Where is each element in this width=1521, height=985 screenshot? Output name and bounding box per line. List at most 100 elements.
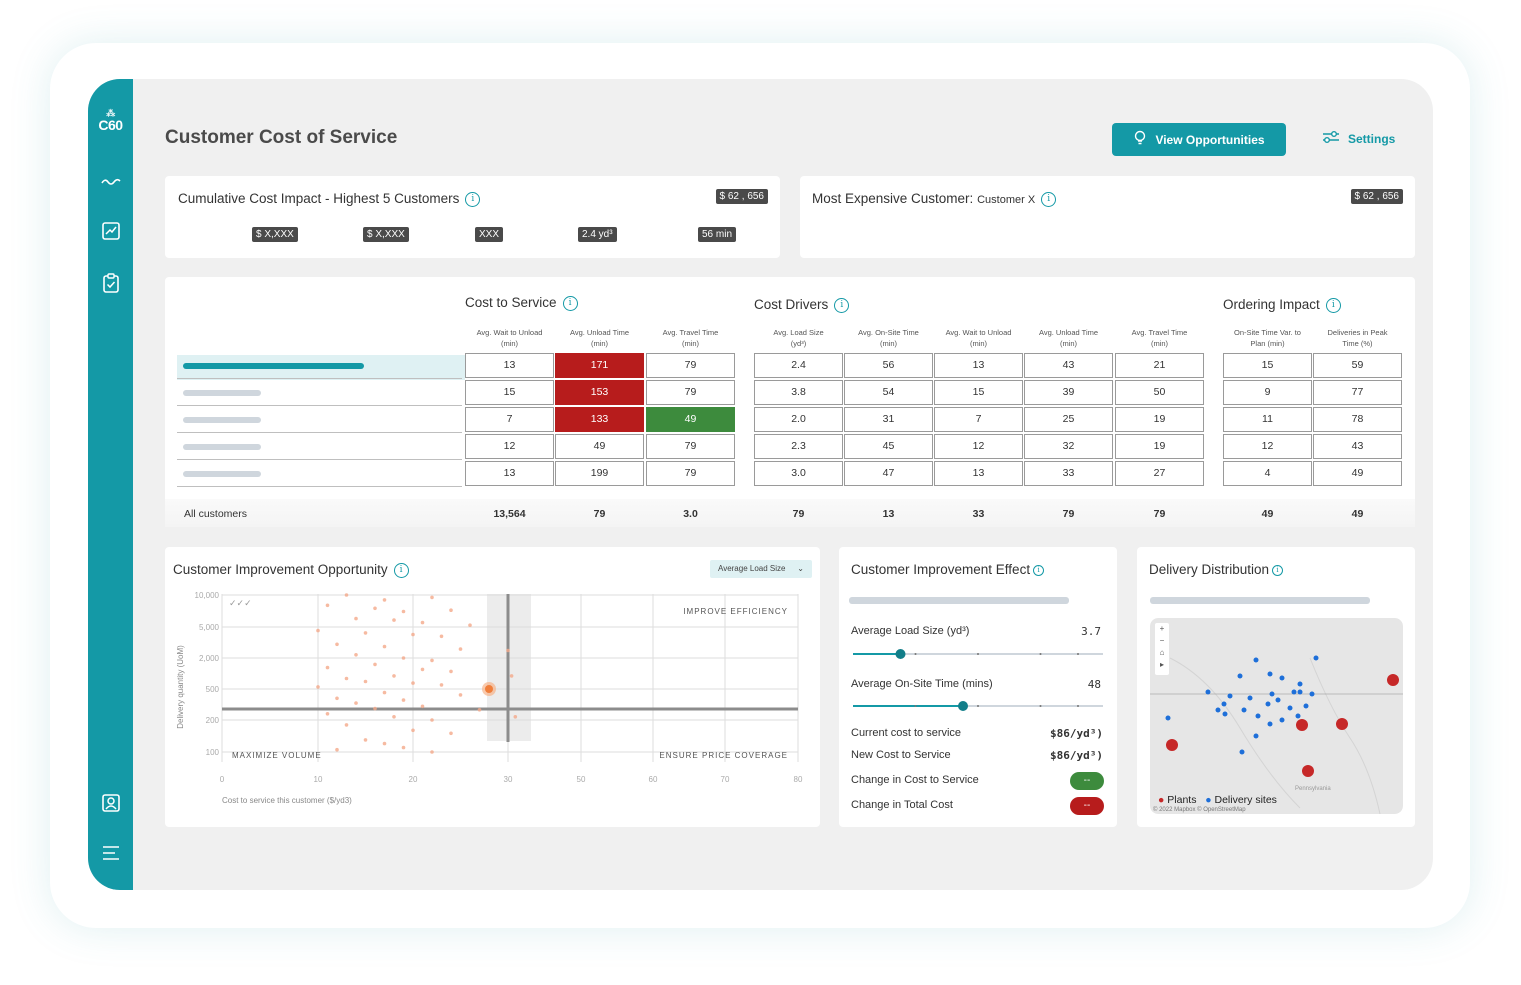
scatter-point bbox=[439, 634, 444, 639]
customer-name-placeholder[interactable] bbox=[183, 471, 261, 477]
view-opportunities-button[interactable]: View Opportunities bbox=[1112, 123, 1286, 156]
table-cell[interactable]: 3.8 bbox=[754, 380, 843, 405]
table-cell[interactable]: 9 bbox=[1223, 380, 1312, 405]
table-cell[interactable]: 47 bbox=[844, 461, 933, 486]
table-cell[interactable]: 12 bbox=[934, 434, 1023, 459]
column-header-line: (yd³) bbox=[790, 339, 807, 348]
table-cell[interactable]: 43 bbox=[1024, 353, 1113, 378]
customer-name-placeholder[interactable] bbox=[183, 363, 364, 369]
settings-button[interactable]: Settings bbox=[1322, 130, 1395, 147]
home-icon[interactable]: ⌂ bbox=[1159, 648, 1165, 657]
slider-thumb[interactable] bbox=[895, 649, 906, 659]
delivery-map[interactable]: Pennsylvania bbox=[1150, 618, 1403, 814]
trend-wave-icon[interactable] bbox=[100, 171, 122, 193]
scatter-point bbox=[430, 750, 434, 754]
table-cell[interactable]: 45 bbox=[844, 434, 933, 459]
slider-tick[interactable] bbox=[1077, 705, 1079, 707]
table-cell[interactable]: 56 bbox=[844, 353, 933, 378]
table-cell[interactable]: 12 bbox=[1223, 434, 1312, 459]
table-cell[interactable]: 19 bbox=[1115, 407, 1204, 432]
info-icon[interactable]: i bbox=[393, 562, 409, 578]
info-icon[interactable]: i bbox=[1033, 564, 1045, 576]
zoom-in-icon[interactable]: + bbox=[1159, 624, 1165, 633]
slider-tick[interactable] bbox=[1039, 705, 1042, 707]
table-cell[interactable]: 2.0 bbox=[754, 407, 843, 432]
info-icon[interactable]: i bbox=[1325, 297, 1341, 313]
chart-icon[interactable] bbox=[100, 220, 122, 242]
cost-to-service-header: Cost to Service i bbox=[465, 295, 578, 311]
table-cell[interactable]: 49 bbox=[1313, 461, 1402, 486]
info-icon[interactable]: i bbox=[562, 295, 578, 311]
table-cell[interactable]: 3.0 bbox=[754, 461, 843, 486]
table-cell[interactable]: 79 bbox=[646, 353, 735, 378]
table-cell[interactable]: 49 bbox=[646, 407, 735, 432]
slider-tick[interactable] bbox=[977, 705, 979, 707]
scatter-point bbox=[325, 603, 330, 608]
table-cell[interactable]: 21 bbox=[1115, 353, 1204, 378]
table-cell[interactable]: 13 bbox=[465, 461, 554, 486]
table-cell[interactable]: 49 bbox=[555, 434, 644, 459]
table-cell[interactable]: 13 bbox=[465, 353, 554, 378]
table-cell[interactable]: 39 bbox=[1024, 380, 1113, 405]
table-cell[interactable]: 15 bbox=[465, 380, 554, 405]
metric-dropdown[interactable]: Average Load Size ⌄ bbox=[710, 560, 812, 578]
table-cell[interactable]: 7 bbox=[465, 407, 554, 432]
info-icon[interactable]: i bbox=[465, 191, 481, 207]
table-cell[interactable]: 199 bbox=[555, 461, 644, 486]
table-cell[interactable]: 133 bbox=[555, 407, 644, 432]
slider-tick[interactable] bbox=[914, 653, 917, 655]
table-cell[interactable]: 79 bbox=[646, 380, 735, 405]
table-cell[interactable]: 15 bbox=[1223, 353, 1312, 378]
table-cell[interactable]: 15 bbox=[934, 380, 1023, 405]
menu-icon[interactable] bbox=[100, 842, 122, 864]
clipboard-check-icon[interactable] bbox=[100, 272, 122, 294]
slider-tick[interactable] bbox=[914, 705, 917, 707]
user-profile-icon[interactable] bbox=[100, 792, 122, 814]
table-cell[interactable]: 32 bbox=[1024, 434, 1113, 459]
table-cell[interactable]: 153 bbox=[555, 380, 644, 405]
scatter-point bbox=[401, 698, 406, 702]
table-cell[interactable]: 11 bbox=[1223, 407, 1312, 432]
table-cell[interactable]: 27 bbox=[1115, 461, 1204, 486]
table-cell[interactable]: 78 bbox=[1313, 407, 1402, 432]
info-icon[interactable]: i bbox=[1272, 564, 1284, 576]
customer-name-placeholder[interactable] bbox=[183, 390, 261, 396]
table-cell[interactable]: 33 bbox=[1024, 461, 1113, 486]
table-cell[interactable]: 2.4 bbox=[754, 353, 843, 378]
table-cell[interactable]: 79 bbox=[646, 434, 735, 459]
table-cell[interactable]: 59 bbox=[1313, 353, 1402, 378]
table-cell[interactable]: 25 bbox=[1024, 407, 1113, 432]
table-cell[interactable]: 12 bbox=[465, 434, 554, 459]
delivery-site-marker bbox=[1241, 707, 1247, 713]
total-value: 13 bbox=[882, 508, 895, 520]
x-tick-label: 80 bbox=[794, 775, 803, 784]
slider-tick[interactable] bbox=[1039, 653, 1042, 655]
table-cell[interactable]: 50 bbox=[1115, 380, 1204, 405]
load-size-slider[interactable] bbox=[851, 646, 1111, 662]
table-cell[interactable]: 77 bbox=[1313, 380, 1402, 405]
cumulative-chip: $ X,XXX bbox=[363, 227, 409, 242]
table-cell[interactable]: 13 bbox=[934, 353, 1023, 378]
table-cell[interactable]: 19 bbox=[1115, 434, 1204, 459]
slider-tick[interactable] bbox=[1077, 653, 1079, 655]
scatter-point bbox=[316, 628, 320, 633]
customer-name-placeholder[interactable] bbox=[183, 444, 261, 450]
table-cell[interactable]: 13 bbox=[934, 461, 1023, 486]
x-axis-label: Cost to service this customer ($/yd3) bbox=[222, 796, 352, 805]
play-icon[interactable]: ▸ bbox=[1159, 660, 1164, 669]
table-cell[interactable]: 7 bbox=[934, 407, 1023, 432]
info-icon[interactable]: i bbox=[834, 297, 850, 313]
table-cell[interactable]: 171 bbox=[555, 353, 644, 378]
table-cell[interactable]: 79 bbox=[646, 461, 735, 486]
slider-thumb[interactable] bbox=[958, 701, 968, 711]
table-cell[interactable]: 54 bbox=[844, 380, 933, 405]
table-cell[interactable]: 43 bbox=[1313, 434, 1402, 459]
zoom-out-icon[interactable]: − bbox=[1159, 636, 1165, 645]
table-cell[interactable]: 31 bbox=[844, 407, 933, 432]
customer-name-placeholder[interactable] bbox=[183, 417, 261, 423]
slider-tick[interactable] bbox=[977, 653, 979, 655]
table-cell[interactable]: 4 bbox=[1223, 461, 1312, 486]
info-icon[interactable]: i bbox=[1041, 191, 1057, 207]
table-cell[interactable]: 2.3 bbox=[754, 434, 843, 459]
onsite-time-slider[interactable] bbox=[851, 698, 1111, 714]
